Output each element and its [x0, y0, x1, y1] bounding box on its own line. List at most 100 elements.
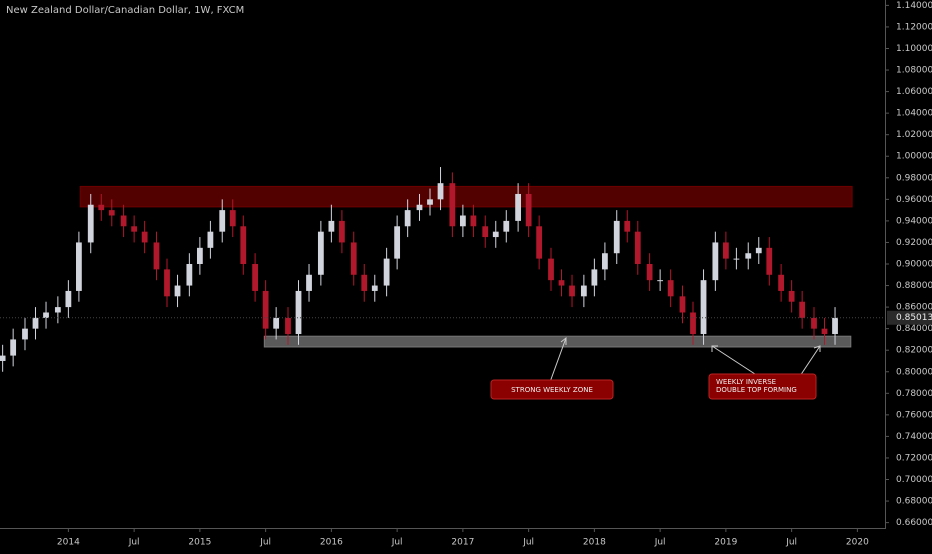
candle-body [613, 220, 620, 254]
candle-body [722, 242, 729, 259]
candle-body [482, 226, 489, 238]
candle-body [558, 280, 565, 286]
x-tick-label: 2018 [583, 538, 606, 548]
candle-body [196, 247, 203, 264]
x-tick-label: 2015 [188, 538, 211, 548]
callout-text: WEEKLY INVERSE [716, 378, 776, 386]
candle-body [219, 210, 226, 232]
y-tick-label: 0.74000 [896, 432, 932, 442]
candle-body [536, 226, 543, 259]
candle-body [416, 204, 423, 211]
x-tick-label: Jul [128, 538, 140, 548]
candle-body [821, 328, 828, 335]
candle-body [295, 290, 302, 335]
candle-body [306, 274, 312, 291]
y-tick-label: 1.08000 [896, 66, 932, 76]
y-tick-label: 0.78000 [896, 389, 932, 399]
candle-body [712, 242, 719, 281]
y-tick-label: 0.82000 [896, 346, 932, 356]
candle-body [383, 258, 390, 286]
y-tick-label: 1.12000 [896, 22, 932, 32]
candle-body [449, 183, 456, 227]
candle-body [690, 312, 696, 335]
candle-body [164, 269, 170, 297]
x-tick-label: Jul [785, 538, 797, 548]
x-tick-label: Jul [522, 538, 534, 548]
y-tick-label: 0.88000 [896, 281, 932, 291]
last-price-label: 0.85013 [896, 313, 932, 323]
candle-body [108, 210, 115, 216]
y-tick-label: 1.00000 [896, 152, 932, 162]
candle-body [87, 204, 94, 243]
y-tick-label: 0.96000 [896, 195, 932, 205]
candle-body [832, 317, 838, 335]
candle-body [580, 285, 587, 297]
candle-body [0, 355, 6, 361]
candle-body [470, 215, 477, 227]
candle-body [65, 290, 72, 308]
x-tick-label: 2014 [57, 538, 80, 548]
x-tick-label: 2020 [846, 538, 869, 548]
candle-body [350, 242, 357, 275]
x-tick-label: 2017 [451, 538, 474, 548]
candle-body [745, 253, 752, 259]
x-tick-label: 2019 [714, 538, 737, 548]
y-tick-label: 0.90000 [896, 260, 932, 270]
candle-body [646, 264, 653, 281]
candle-body [427, 199, 433, 205]
x-tick-label: Jul [391, 538, 403, 548]
callout-box [708, 373, 817, 400]
candle-body [22, 328, 28, 340]
y-tick-label: 0.98000 [896, 173, 932, 183]
candle-body [778, 274, 785, 291]
candle-body [492, 231, 499, 238]
y-tick-label: 0.86000 [896, 303, 932, 313]
x-tick-label: Jul [259, 538, 271, 548]
candle-body [273, 317, 280, 329]
candle-body [811, 317, 817, 329]
candle-body [515, 193, 522, 221]
candle-body [657, 280, 664, 282]
candle-body [252, 264, 259, 291]
callout-text: STRONG WEEKLY ZONE [511, 386, 593, 394]
x-tick-label: Jul [654, 538, 666, 548]
candle-body [624, 220, 631, 232]
y-tick-label: 0.72000 [896, 453, 932, 463]
candle-body [153, 242, 160, 270]
candle-body [229, 210, 236, 227]
candle-body [679, 296, 686, 313]
candle-body [32, 317, 39, 329]
y-tick-label: 1.14000 [896, 1, 932, 11]
candle-body [503, 220, 510, 232]
candle-body [371, 285, 378, 291]
candle-body [788, 290, 795, 302]
y-tick-label: 0.70000 [896, 475, 932, 485]
candle-body [634, 231, 641, 264]
candle-body [700, 280, 707, 335]
candle-body [186, 264, 193, 286]
candle-body [328, 220, 335, 232]
candle-body [602, 253, 608, 270]
arrows [549, 336, 821, 383]
y-tick-label: 0.68000 [896, 497, 932, 507]
candle-body [755, 247, 762, 254]
candle-body [43, 312, 49, 318]
candle-body [120, 215, 127, 227]
last-price-box [887, 310, 932, 325]
y-tick-label: 1.04000 [896, 109, 932, 119]
candle-body [459, 215, 466, 227]
chart-title: New Zealand Dollar/Canadian Dollar, 1W, … [6, 5, 244, 16]
y-tick-label: 0.76000 [896, 410, 932, 420]
candle-body [76, 242, 82, 291]
candle-body [799, 301, 806, 318]
candle-body [437, 183, 444, 200]
candle-body [361, 274, 368, 291]
candle-body [174, 285, 181, 297]
candle-body [317, 231, 324, 275]
y-tick-label: 0.84000 [896, 324, 932, 334]
zone [263, 335, 852, 348]
candle-body [131, 226, 138, 232]
